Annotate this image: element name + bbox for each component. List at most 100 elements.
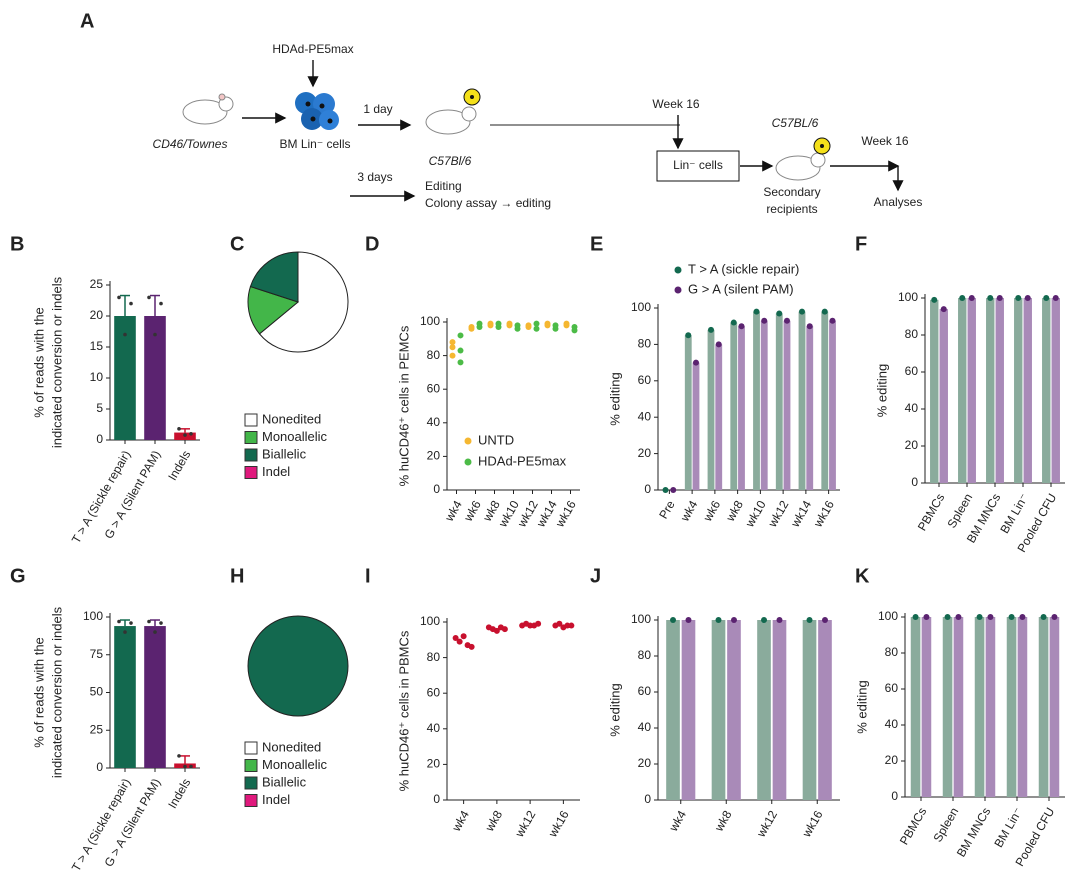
week-label: Week 16 [652, 97, 699, 111]
panel-letter: J [590, 565, 601, 587]
panel-letter: F [855, 233, 867, 255]
bar [939, 309, 948, 483]
bar [707, 329, 715, 490]
data-point [776, 617, 783, 623]
bar [974, 617, 985, 797]
data-point [955, 614, 962, 620]
x-tick-label: wk6 [461, 498, 484, 525]
data-point [987, 614, 994, 620]
y-tick-label: 60 [905, 364, 919, 378]
box [656, 150, 740, 182]
data-point [662, 487, 669, 493]
y-tick-label: 20 [885, 753, 899, 767]
x-tick-label: G > A (Silent PAM) [101, 448, 163, 541]
bar [921, 617, 932, 797]
bar [114, 626, 136, 768]
cells-label: BM Lin⁻ cells [279, 137, 350, 151]
panel-letter: E [590, 233, 603, 255]
data-point [806, 323, 813, 330]
x-tick-label: G > A (Silent PAM) [101, 776, 163, 869]
data-point [552, 325, 559, 332]
y-tick-label: 60 [638, 684, 652, 698]
editing-label: Editing [425, 179, 462, 193]
y-tick-label: 80 [885, 645, 899, 659]
y-tick-label: 15 [90, 339, 104, 353]
legend-label: Biallelic [262, 446, 307, 461]
data-point [959, 295, 966, 301]
data-point [452, 635, 459, 642]
data-point [153, 630, 157, 634]
legend-swatch [244, 466, 258, 479]
legend-swatch [244, 794, 258, 807]
y-tick-label: 100 [420, 614, 440, 628]
bar [953, 617, 964, 797]
data-point [123, 332, 127, 337]
bar [829, 320, 836, 490]
bar [715, 344, 723, 490]
bar [730, 322, 738, 490]
data-point [987, 295, 994, 301]
data-point [153, 332, 157, 337]
bar [772, 620, 787, 800]
y-tick-label: 80 [427, 650, 441, 664]
data-point [1051, 614, 1058, 620]
y-axis-label: indicated conversion or indels [49, 606, 64, 778]
bar [1017, 617, 1028, 797]
bar [806, 326, 814, 490]
data-point [183, 764, 187, 769]
x-tick-label: wk4 [442, 498, 465, 525]
legend-label: UNTD [478, 432, 514, 447]
data-point [685, 332, 692, 339]
y-tick-label: 0 [433, 792, 440, 806]
x-tick-label: Indels [165, 776, 193, 811]
y-tick-label: 0 [96, 760, 103, 774]
y-tick-label: 100 [898, 290, 918, 304]
bar [757, 620, 771, 800]
y-tick-label: 40 [905, 401, 919, 415]
x-tick-label: Pre [656, 498, 678, 521]
pie-slice [249, 251, 299, 303]
y-tick-label: 25 [90, 722, 104, 736]
data-point [761, 617, 768, 623]
x-tick-label: wk8 [482, 808, 505, 835]
x-tick-label: Spleen [945, 491, 976, 530]
data-point [761, 317, 768, 324]
data-point [799, 308, 806, 315]
data-point [501, 626, 508, 633]
data-point [571, 327, 578, 334]
secondary-strain: C57BL/6 [772, 116, 819, 130]
x-tick-label: PBMCs [915, 491, 947, 533]
x-tick-label: wk12 [765, 498, 792, 530]
legend-marker [674, 286, 682, 294]
panel-letter: B [10, 233, 24, 255]
diagram: A HDAd-PE5max CD46/Townes BM Lin⁻ cells … [80, 10, 922, 216]
y-axis-label: % huCD46⁺ cells in PEMCs [396, 325, 411, 486]
y-tick-label: 60 [427, 381, 441, 395]
y-tick-label: 10 [90, 370, 104, 384]
data-point [1019, 614, 1026, 620]
data-point [159, 301, 163, 306]
bar [958, 298, 967, 483]
bar [967, 298, 976, 483]
secondary-label: Secondary [763, 185, 820, 199]
bar [986, 298, 995, 483]
bar [798, 311, 806, 490]
bar [818, 620, 832, 800]
x-tick-label: wk16 [552, 498, 579, 530]
data-point [147, 295, 151, 300]
y-tick-label: 20 [905, 438, 919, 452]
data-point [177, 427, 181, 431]
y-tick-label: 20 [638, 756, 652, 770]
bar [995, 298, 1004, 483]
panel-letter: H [230, 565, 244, 587]
data-point [708, 326, 715, 333]
data-point [189, 432, 193, 436]
bar [1051, 298, 1060, 483]
data-point [456, 638, 463, 645]
y-tick-label: 100 [631, 300, 651, 314]
data-point [449, 352, 456, 359]
data-point [670, 617, 677, 623]
bar [783, 320, 791, 490]
x-tick-label: wk4 [677, 498, 700, 525]
